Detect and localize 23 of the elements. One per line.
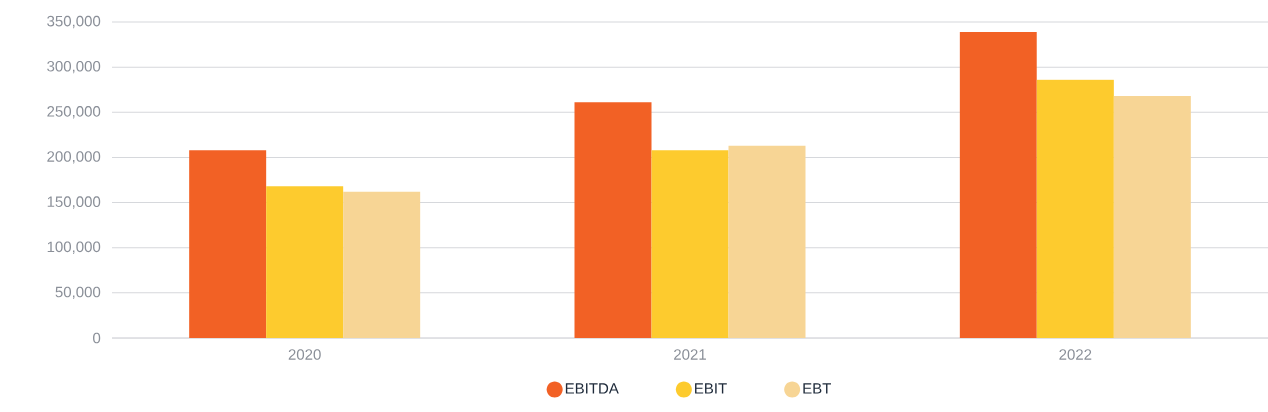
legend-label: EBIT [695,383,727,394]
x-tick-label: 2021 [674,349,706,360]
bar [959,31,1037,338]
x-tick-label: 2020 [288,349,321,360]
y-tick-label: 300,000 [47,60,101,74]
y-tick-label: 200,000 [47,151,101,164]
bar [651,150,729,338]
bar [574,102,652,338]
y-tick-label: 50,000 [55,286,101,300]
bar [343,191,421,338]
y-tick-label: 350,000 [47,15,101,29]
bar [266,186,344,338]
bar [1036,79,1114,338]
legend-label: EBT [803,383,831,394]
x-tick-label: 2022 [1059,349,1092,360]
legend-label: EBITDA [565,383,619,394]
bar [728,145,806,338]
y-tick-label: 150,000 [47,196,101,209]
y-tick-label: 250,000 [47,106,101,119]
bar [1113,96,1191,338]
y-tick-label: 100,000 [47,241,101,254]
y-tick-label: 0 [93,332,101,344]
bar [189,150,267,338]
